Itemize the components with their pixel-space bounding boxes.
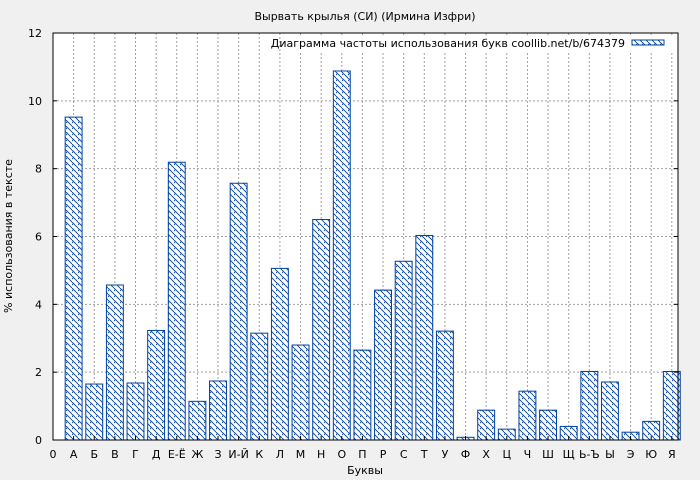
bar-11 <box>270 267 289 441</box>
x-tick-label: А <box>70 448 78 461</box>
x-tick-label: Ы <box>605 448 615 461</box>
x-tick-label: Ф <box>461 448 470 461</box>
bar-26 <box>580 370 599 441</box>
bar-19 <box>435 330 454 441</box>
bar-1 <box>64 116 83 441</box>
y-tick-label: 10 <box>28 95 42 108</box>
bar-17 <box>394 260 413 441</box>
x-tick-label: К <box>255 448 263 461</box>
x-tick-label: О <box>337 448 346 461</box>
x-tick-label: Б <box>90 448 98 461</box>
y-axis-label: % использования в тексте <box>2 159 15 313</box>
x-tick-label: П <box>358 448 366 461</box>
y-tick-label: 12 <box>28 27 42 40</box>
bar-9 <box>229 182 248 441</box>
y-tick-label: 0 <box>35 434 42 447</box>
bar-10 <box>250 332 269 441</box>
bar-27 <box>600 381 619 441</box>
x-origin-label: 0 <box>50 448 57 461</box>
x-tick-label: Д <box>152 448 161 461</box>
x-tick-label: Р <box>380 448 387 461</box>
x-tick-label: С <box>400 448 408 461</box>
bar-24 <box>539 409 558 441</box>
x-tick-label: И-Й <box>228 448 248 461</box>
x-tick-label: Н <box>317 448 325 461</box>
bar-5 <box>147 329 166 441</box>
bar-21 <box>477 409 496 441</box>
y-tick-label: 6 <box>35 231 42 244</box>
bar-23 <box>518 390 537 441</box>
bar-13 <box>312 219 331 441</box>
x-tick-label: Т <box>420 448 428 461</box>
x-tick-label: Ч <box>524 448 532 461</box>
x-tick-label: Г <box>132 448 139 461</box>
legend-label: Диаграмма частоты использования букв coo… <box>271 37 625 50</box>
bar-16 <box>374 289 392 441</box>
y-tick-label: 8 <box>35 163 42 176</box>
x-axis-label: Буквы <box>347 464 383 477</box>
bar-7 <box>188 400 207 441</box>
x-tick-label: Ш <box>542 448 554 461</box>
bar-12 <box>291 344 310 441</box>
bar-3 <box>105 284 124 441</box>
legend-background <box>284 35 674 51</box>
x-tick-label: Е-Ё <box>168 448 186 461</box>
bar-15 <box>353 349 372 441</box>
x-tick-label: У <box>442 448 449 461</box>
chart-title: Вырвать крылья (СИ) (Ирмина Изфри) <box>254 10 475 23</box>
bar-2 <box>85 383 104 441</box>
x-tick-label: З <box>214 448 221 461</box>
y-tick-label: 2 <box>35 366 42 379</box>
bar-8 <box>209 380 227 441</box>
axis-ticks: 0 2 4 6 8 10 12 А Б В Г Д Е-Ё Ж З И-Й К Л М Н О П Р С Т У Ф Х Ц Ч Ш Щ Ь-… <box>28 27 678 461</box>
x-tick-label: Я <box>668 448 676 461</box>
bar-18 <box>415 234 434 441</box>
x-tick-label: Ж <box>191 448 203 461</box>
x-tick-label: Х <box>482 448 490 461</box>
x-tick-label: В <box>111 448 119 461</box>
x-tick-label: Л <box>276 448 284 461</box>
x-tick-label: Ю <box>645 448 657 461</box>
bar-14 <box>332 70 351 441</box>
legend: Диаграмма частоты использования букв coo… <box>271 35 674 51</box>
x-tick-label: Щ <box>563 448 575 461</box>
x-tick-label: Ц <box>503 448 512 461</box>
bar-4 <box>126 382 145 441</box>
x-tick-label: М <box>296 448 306 461</box>
x-tick-label: Ь-Ъ <box>579 448 600 461</box>
bar-6 <box>167 161 186 441</box>
legend-swatch <box>631 39 665 46</box>
x-tick-label: Э <box>627 448 635 461</box>
y-tick-label: 4 <box>35 298 42 311</box>
